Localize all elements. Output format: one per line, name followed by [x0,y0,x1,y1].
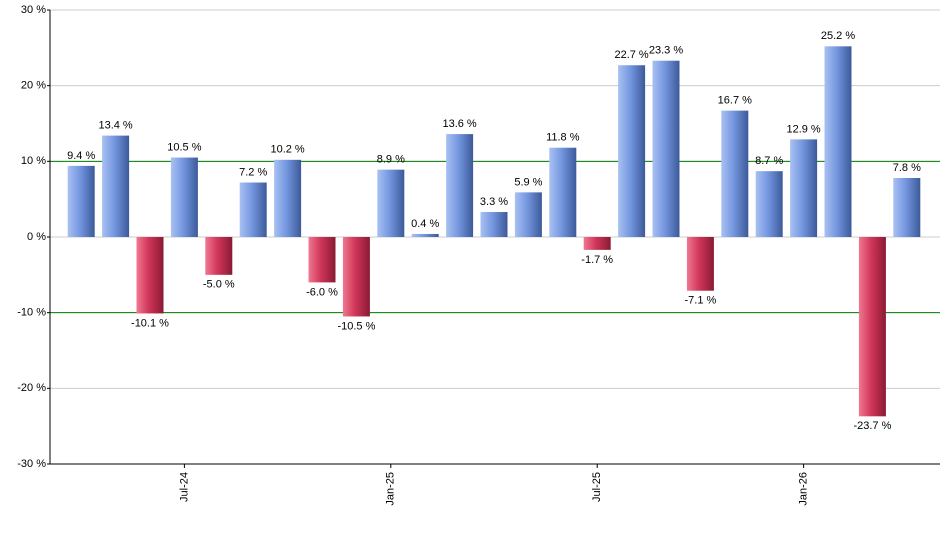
bar [790,139,818,237]
value-label: 10.2 % [270,144,304,156]
bar [446,134,474,237]
bar [514,192,542,237]
value-label: -1.7 % [581,254,613,266]
bar [549,147,577,237]
y-tick-label: 0 % [27,231,46,243]
y-tick-label: -20 % [17,382,46,394]
bar [824,46,852,237]
bar [583,237,611,250]
value-label: -10.1 % [131,317,169,329]
y-tick-label: -10 % [17,307,46,319]
bar [618,65,646,237]
value-label: 7.2 % [239,166,267,178]
bar [342,237,370,317]
value-label: 13.6 % [442,118,476,130]
x-tick-label: Jan-25 [385,472,397,506]
bar [377,169,405,237]
value-label: 8.9 % [377,154,405,166]
value-label: 23.3 % [649,45,683,57]
bar [205,237,233,275]
value-label: 10.5 % [167,141,201,153]
bar [170,157,198,237]
bar [274,159,302,237]
value-label: 13.4 % [98,120,132,132]
value-label: -23.7 % [853,420,891,432]
x-tick-label: Jan-26 [798,472,810,506]
bar [102,135,130,237]
bar [893,177,921,237]
value-label: 0.4 % [411,218,439,230]
value-label: 22.7 % [614,49,648,61]
bar [67,165,95,237]
x-tick-label: Jul-24 [178,472,190,502]
bar [239,182,267,237]
bar [755,171,783,237]
bar [308,237,336,283]
value-label: 25.2 % [821,30,855,42]
bar [858,237,886,417]
bar [480,212,508,237]
value-label: 5.9 % [514,176,542,188]
value-label: 8.7 % [755,155,783,167]
value-label: -7.1 % [685,295,717,307]
value-label: 11.8 % [546,132,580,144]
bar [721,110,749,237]
value-label: 9.4 % [67,150,95,162]
value-label: 3.3 % [480,196,508,208]
y-tick-label: 30 % [21,4,46,16]
value-label: -6.0 % [306,286,338,298]
bar [136,237,164,314]
y-tick-label: 20 % [21,80,46,92]
bar [652,60,680,237]
bar [686,237,714,291]
y-tick-label: -30 % [17,458,46,470]
value-label: 16.7 % [718,95,752,107]
value-label: 12.9 % [786,123,820,135]
y-tick-label: 10 % [21,155,46,167]
value-label: -5.0 % [203,279,235,291]
value-label: -10.5 % [337,320,375,332]
bar [411,233,439,237]
x-tick-label: Jul-25 [591,472,603,502]
value-label: 7.8 % [893,162,921,174]
